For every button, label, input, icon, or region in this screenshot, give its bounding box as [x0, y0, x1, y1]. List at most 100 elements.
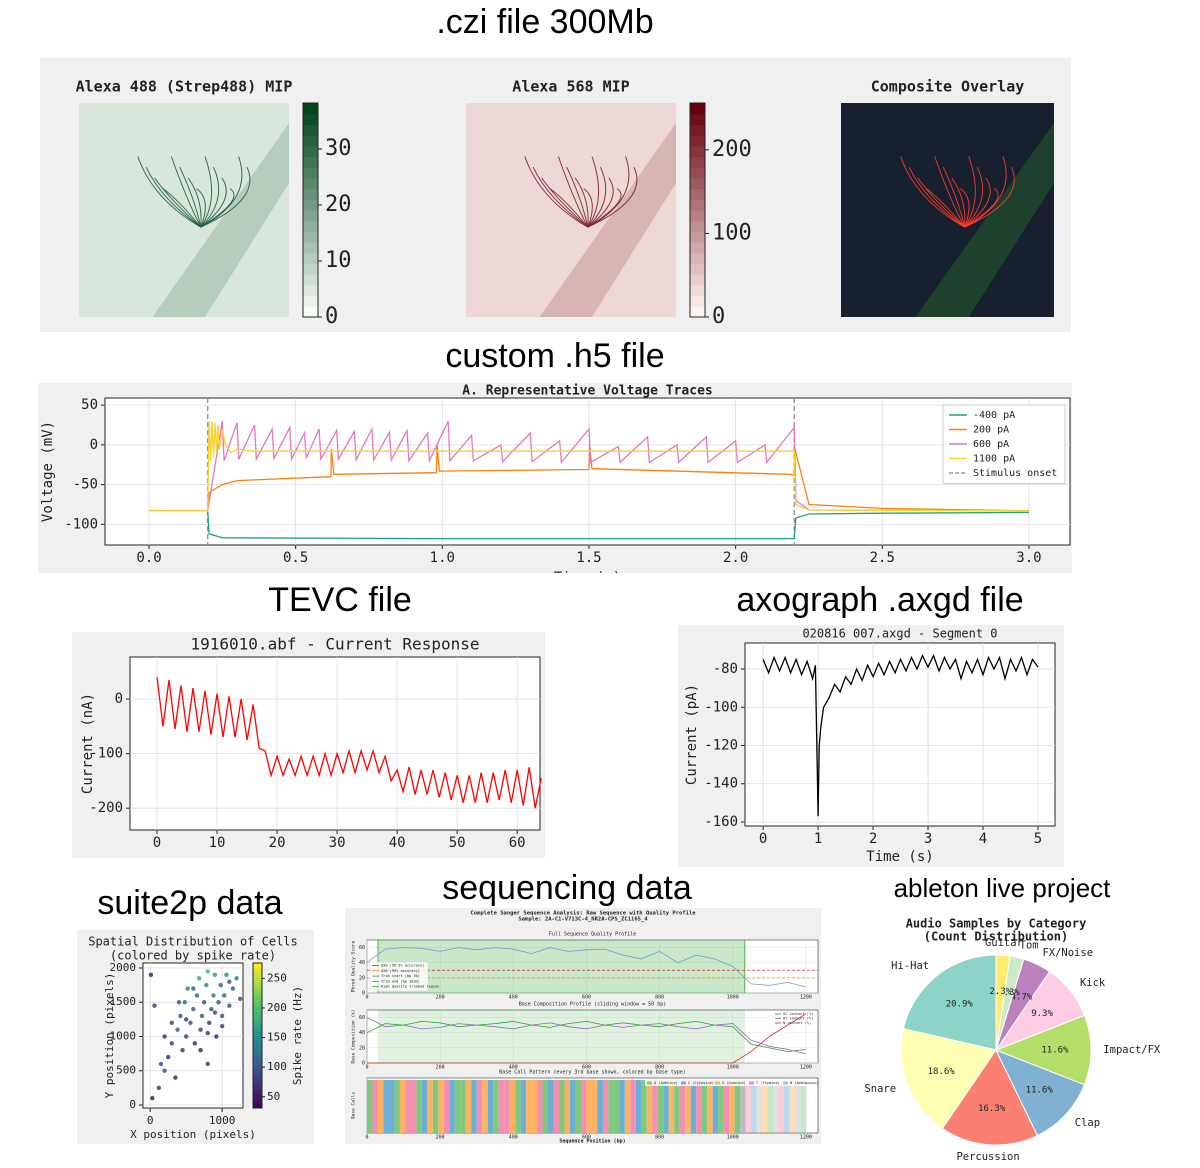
base-call: [630, 1080, 636, 1133]
image-band: [539, 123, 676, 317]
base-call: [800, 1080, 806, 1133]
colorbar-cell: [253, 1001, 262, 1007]
image-band: [915, 123, 1054, 317]
x-tick-label: 0.5: [283, 550, 308, 566]
base-call: [718, 1080, 724, 1133]
base-call: [498, 1080, 505, 1133]
x-tick-label: 1.5: [576, 550, 601, 566]
colorbar-tick-label: 30: [325, 136, 352, 161]
cell-point: [156, 1085, 162, 1091]
colorbar-cell: [690, 252, 705, 264]
neurite: [145, 166, 202, 228]
colorbar-cell: [303, 103, 318, 115]
legend-label: 1100 pA: [973, 454, 1015, 465]
chart-title: (colored by spike rate): [110, 949, 276, 963]
colorbar-cell: [303, 167, 318, 179]
chart-title: Spatial Distribution of Cells: [88, 935, 298, 949]
colorbar-cell: [253, 987, 262, 993]
y-tick-label: 0: [362, 991, 365, 997]
neurite: [587, 156, 630, 228]
base-call: [635, 1080, 642, 1133]
y-tick-label: 50: [81, 397, 98, 413]
colorbar-cell: [303, 263, 318, 275]
neurite: [200, 166, 251, 228]
plot-area: [104, 397, 1071, 546]
colorbar-cell: [253, 1045, 262, 1051]
colorbar-cell: [253, 1025, 262, 1032]
base-call: [515, 1080, 521, 1133]
neurite: [934, 156, 965, 228]
colorbar-tick-label: 100: [267, 1060, 287, 1073]
legend-label: N content (%): [783, 1021, 811, 1025]
neurite: [587, 166, 638, 228]
colorbar-cell: [253, 1098, 262, 1104]
cell-point: [165, 1054, 171, 1060]
x-tick-label: 1000: [727, 1065, 739, 1071]
pie-slice: [941, 1049, 1039, 1146]
colorbar-cell: [253, 1069, 262, 1075]
base-call: [476, 1080, 483, 1133]
neurite: [925, 188, 965, 228]
colorbar-frame: [302, 102, 319, 318]
legend-label: 600 pA: [973, 439, 1009, 450]
legend-swatch: [681, 1081, 686, 1085]
cell-point: [230, 986, 236, 991]
x-tick-label: 1.0: [430, 550, 455, 566]
legend-label: Stimulus onset: [973, 468, 1057, 479]
base-call: [575, 1080, 581, 1133]
neurite: [196, 188, 206, 228]
heading: suite2p data: [97, 884, 282, 922]
x-tick-label: 200: [436, 995, 445, 1001]
base-call: [668, 1080, 675, 1133]
neurite: [587, 177, 614, 228]
base-call: [427, 1080, 433, 1133]
chart-title: 020816 007.axgd - Segment 0: [802, 627, 997, 641]
cell-point: [185, 986, 190, 991]
base-call: [608, 1080, 614, 1133]
cell-point: [211, 993, 216, 998]
composition-line: [367, 1013, 807, 1064]
colorbar-tick-label: 100: [712, 220, 752, 245]
base-call: [701, 1080, 708, 1133]
composition-line: [366, 1020, 806, 1053]
colorbar-cell: [253, 1021, 262, 1027]
colorbar-cell: [303, 135, 318, 147]
x-tick-label: 200: [436, 1065, 445, 1071]
colorbar-cell: [303, 274, 318, 286]
base-call: [471, 1080, 477, 1133]
cell-point: [218, 982, 223, 988]
pie-value-label: 20.9%: [946, 999, 974, 1009]
colorbar-cell: [303, 199, 318, 211]
colorbar-cell: [690, 242, 705, 254]
colorbar-tick-label: 0: [712, 304, 725, 329]
x-tick-label: 0: [147, 1114, 154, 1127]
x-tick-label: 0.0: [136, 550, 161, 566]
neurite: [587, 166, 607, 228]
trim-region: [377, 1010, 745, 1063]
cell-point: [222, 993, 227, 998]
colorbar-frame: [252, 962, 263, 1109]
x-tick-label: 1200: [800, 1135, 812, 1141]
neurite: [964, 156, 1007, 228]
x-axis-label: Sequence Position (bp): [559, 1139, 625, 1145]
legend-label: GC content (%): [783, 1012, 813, 1016]
cell-point: [191, 986, 196, 991]
base-call: [657, 1080, 664, 1133]
pie-label: Guitar: [985, 937, 1023, 949]
colorbar-cell: [303, 156, 318, 168]
chart-title: 1916010.abf - Current Response: [191, 635, 480, 654]
base-call: [734, 1080, 741, 1133]
y-tick-label: -200: [89, 800, 123, 816]
base-call: [783, 1080, 790, 1133]
legend-label: Q30 (99.9% accuracy): [381, 964, 424, 968]
trace: [156, 677, 542, 809]
colorbar-cell: [253, 963, 262, 969]
cell-point: [188, 1020, 193, 1025]
neurite: [583, 188, 593, 228]
cell-point: [205, 1061, 210, 1067]
base-call: [399, 1080, 406, 1133]
pie-label: Tom: [1020, 939, 1039, 951]
colorbar-tick-label: 200: [712, 137, 752, 162]
colorbar-cell: [253, 1030, 262, 1036]
